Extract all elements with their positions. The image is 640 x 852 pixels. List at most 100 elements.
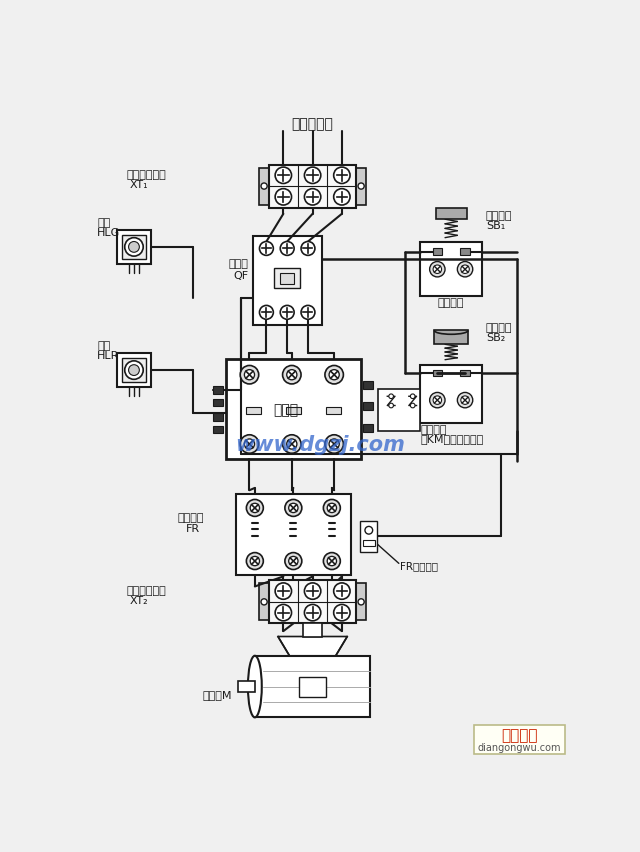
Circle shape bbox=[240, 435, 259, 454]
Circle shape bbox=[250, 556, 259, 566]
Bar bbox=[122, 235, 147, 260]
Text: 常开触头: 常开触头 bbox=[420, 424, 447, 435]
Text: XT₂: XT₂ bbox=[130, 596, 148, 606]
Bar bbox=[299, 676, 326, 697]
Circle shape bbox=[259, 306, 273, 320]
Bar bbox=[420, 366, 482, 423]
Circle shape bbox=[333, 168, 350, 184]
Circle shape bbox=[323, 553, 340, 570]
Circle shape bbox=[283, 366, 301, 384]
Circle shape bbox=[240, 366, 259, 384]
Circle shape bbox=[280, 306, 294, 320]
Text: QF: QF bbox=[234, 270, 249, 280]
Bar bbox=[285, 407, 301, 414]
Text: 热继电器: 热继电器 bbox=[178, 513, 204, 522]
Circle shape bbox=[261, 184, 267, 190]
Circle shape bbox=[301, 306, 315, 320]
Bar bbox=[269, 580, 356, 624]
Bar bbox=[433, 371, 442, 377]
Text: 停止按钮: 停止按钮 bbox=[486, 211, 513, 221]
Circle shape bbox=[301, 242, 315, 256]
Circle shape bbox=[329, 370, 339, 380]
Circle shape bbox=[129, 242, 140, 253]
Bar bbox=[460, 371, 470, 377]
Circle shape bbox=[246, 553, 263, 570]
Text: 与KM自锁触头并联: 与KM自锁触头并联 bbox=[420, 434, 484, 444]
Text: 常闭触头: 常闭触头 bbox=[437, 298, 464, 308]
Circle shape bbox=[305, 168, 321, 184]
Bar bbox=[238, 682, 255, 692]
Bar bbox=[117, 354, 151, 388]
Bar bbox=[122, 359, 147, 383]
Circle shape bbox=[458, 393, 473, 408]
Text: 接触器: 接触器 bbox=[273, 403, 299, 417]
Bar bbox=[460, 249, 470, 256]
Ellipse shape bbox=[248, 656, 262, 717]
Bar bbox=[474, 725, 565, 754]
Text: HLG: HLG bbox=[97, 228, 120, 238]
Circle shape bbox=[275, 168, 292, 184]
Bar bbox=[236, 494, 351, 575]
Bar bbox=[253, 237, 322, 325]
Bar bbox=[363, 382, 373, 389]
Text: 接三相电源: 接三相电源 bbox=[292, 117, 333, 130]
Text: 电工之屋: 电工之屋 bbox=[502, 727, 538, 742]
Text: 红灯: 红灯 bbox=[97, 341, 110, 351]
Circle shape bbox=[461, 266, 469, 274]
Circle shape bbox=[333, 584, 350, 600]
Bar bbox=[246, 407, 261, 414]
Circle shape bbox=[429, 393, 445, 408]
Text: 电动机M: 电动机M bbox=[202, 689, 232, 699]
Circle shape bbox=[287, 370, 297, 380]
Circle shape bbox=[280, 242, 294, 256]
Circle shape bbox=[275, 584, 292, 600]
Bar bbox=[356, 584, 365, 620]
Text: 起动按钮: 起动按钮 bbox=[486, 322, 513, 332]
Circle shape bbox=[433, 266, 442, 274]
Text: SB₂: SB₂ bbox=[486, 332, 505, 343]
Bar bbox=[436, 209, 467, 220]
Circle shape bbox=[358, 184, 364, 190]
Bar bbox=[227, 360, 361, 460]
Circle shape bbox=[389, 404, 394, 408]
Circle shape bbox=[325, 435, 344, 454]
Circle shape bbox=[261, 599, 267, 605]
Circle shape bbox=[289, 504, 298, 513]
Circle shape bbox=[244, 370, 255, 380]
Circle shape bbox=[358, 599, 364, 605]
Text: 绿灯: 绿灯 bbox=[97, 218, 110, 228]
Circle shape bbox=[329, 440, 339, 450]
Circle shape bbox=[461, 396, 469, 405]
Bar bbox=[269, 165, 356, 209]
Bar bbox=[274, 269, 300, 289]
Circle shape bbox=[305, 189, 321, 206]
Bar bbox=[433, 249, 442, 256]
Circle shape bbox=[287, 440, 297, 450]
Bar bbox=[363, 541, 375, 547]
Circle shape bbox=[289, 556, 298, 566]
Text: 输出接线端子: 输出接线端子 bbox=[126, 585, 166, 596]
Text: HLR: HLR bbox=[97, 351, 120, 361]
Bar bbox=[360, 521, 378, 552]
Circle shape bbox=[246, 500, 263, 517]
Circle shape bbox=[327, 504, 337, 513]
Circle shape bbox=[410, 394, 415, 399]
Bar bbox=[259, 584, 269, 620]
Bar bbox=[378, 389, 420, 431]
Circle shape bbox=[429, 262, 445, 278]
Bar bbox=[363, 403, 373, 411]
Circle shape bbox=[458, 262, 473, 278]
Bar bbox=[363, 424, 373, 432]
Text: FR常闭触头: FR常闭触头 bbox=[401, 561, 438, 570]
Circle shape bbox=[389, 394, 394, 399]
Bar bbox=[259, 169, 269, 205]
Text: XT₁: XT₁ bbox=[130, 180, 148, 189]
Circle shape bbox=[275, 189, 292, 206]
Circle shape bbox=[305, 605, 321, 621]
Circle shape bbox=[250, 504, 259, 513]
Circle shape bbox=[285, 553, 302, 570]
Bar bbox=[303, 623, 322, 636]
Polygon shape bbox=[278, 636, 348, 656]
Circle shape bbox=[285, 500, 302, 517]
Bar bbox=[212, 426, 223, 434]
